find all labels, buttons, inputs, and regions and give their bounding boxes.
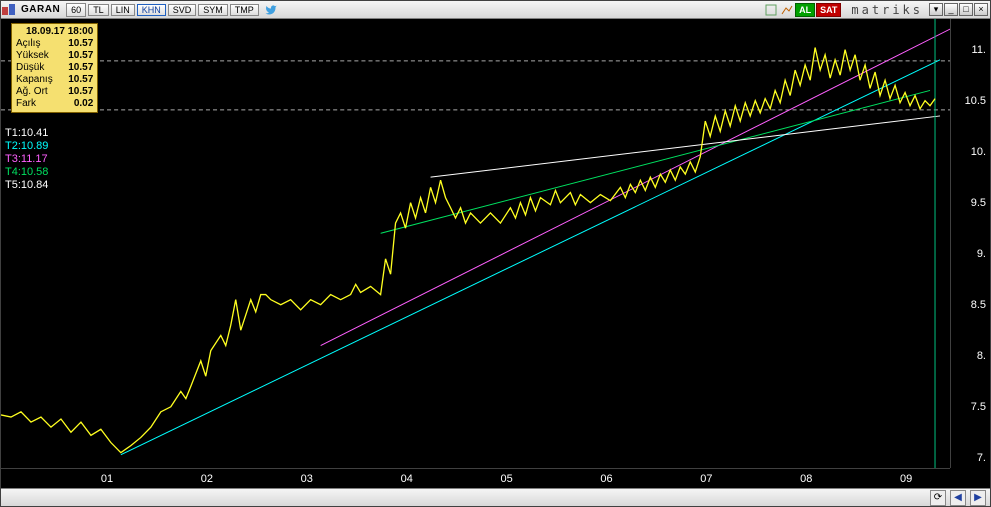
close-button[interactable]: × — [974, 3, 988, 16]
y-tick-label: 11. — [972, 44, 986, 56]
x-tick-label: 06 — [600, 473, 612, 485]
nav-right-icon[interactable]: ▶ — [970, 490, 986, 506]
trend-label: T4:10.58 — [5, 166, 48, 179]
minimize-button[interactable]: _ — [944, 3, 958, 16]
mode-button-tmp[interactable]: TMP — [230, 4, 259, 16]
info-value: 10.57 — [68, 86, 93, 98]
brand-label: matriks — [841, 3, 929, 17]
info-value: 0.02 — [74, 98, 93, 110]
sell-button[interactable]: SAT — [816, 3, 841, 17]
x-tick-label: 09 — [900, 473, 912, 485]
info-label: Yüksek — [16, 50, 49, 62]
info-timestamp: 18.09.17 18:00 — [26, 26, 93, 38]
mode-button-svd[interactable]: SVD — [168, 4, 197, 16]
trend-labels: T1:10.41T2:10.89T3:11.17T4:10.58T5:10.84 — [5, 127, 48, 192]
plot-region[interactable]: 18.09.17 18:00 Açılış10.57Yüksek10.57Düş… — [1, 19, 950, 468]
chart-window: GARAN 60 TLLINKHNSVDSYMTMP AL SAT matrik… — [0, 0, 991, 507]
info-value: 10.57 — [68, 38, 93, 50]
mode-button-sym[interactable]: SYM — [198, 4, 228, 16]
info-value: 10.57 — [68, 62, 93, 74]
info-row: Kapanış 10.57 — [16, 74, 93, 86]
dropdown-button[interactable]: ▾ — [929, 3, 943, 16]
nav-left-icon[interactable]: ◀ — [950, 490, 966, 506]
mode-button-lin[interactable]: LIN — [111, 4, 135, 16]
y-axis: 7. 7.5 8. 8.5 9. 9.5 10. 10.5 11. — [950, 19, 990, 468]
info-label: Açılış — [16, 38, 40, 50]
x-axis: 01 02 03 04 05 06 07 08 09 — [1, 468, 950, 488]
symbol-name: GARAN — [17, 4, 64, 15]
trend-label: T3:11.17 — [5, 153, 48, 166]
info-row: Ağ. Ort 10.57 — [16, 86, 93, 98]
toolbar: GARAN 60 TLLINKHNSVDSYMTMP AL SAT matrik… — [1, 1, 990, 19]
trend-label: T5:10.84 — [5, 179, 48, 192]
x-tick-label: 01 — [101, 473, 113, 485]
info-row: Açılış 10.57 — [16, 38, 93, 50]
tool-icon-2[interactable] — [779, 2, 795, 18]
info-value: 10.57 — [68, 74, 93, 86]
trend-label: T1:10.41 — [5, 127, 48, 140]
x-tick-label: 02 — [201, 473, 213, 485]
info-label: Düşük — [16, 62, 44, 74]
info-label: Ağ. Ort — [16, 86, 48, 98]
y-tick-label: 9.5 — [971, 197, 986, 209]
y-tick-label: 10.5 — [965, 95, 986, 107]
info-row: Yüksek 10.57 — [16, 50, 93, 62]
info-label: Kapanış — [16, 74, 53, 86]
chart-svg — [1, 19, 950, 468]
ohlc-info-box: 18.09.17 18:00 Açılış10.57Yüksek10.57Düş… — [11, 23, 98, 113]
footer: ⟳ ◀ ▶ — [1, 488, 990, 506]
logo-icon — [1, 2, 17, 18]
interval-button[interactable]: 60 — [66, 3, 86, 17]
y-tick-label: 7.5 — [971, 401, 986, 413]
chart-area: 18.09.17 18:00 Açılış10.57Yüksek10.57Düş… — [1, 19, 990, 488]
buy-button[interactable]: AL — [795, 3, 815, 17]
trend-label: T2:10.89 — [5, 140, 48, 153]
x-tick-label: 04 — [401, 473, 413, 485]
info-value: 10.57 — [68, 50, 93, 62]
refresh-icon[interactable]: ⟳ — [930, 490, 946, 506]
twitter-icon[interactable] — [263, 2, 279, 18]
info-label: Fark — [16, 98, 36, 110]
maximize-button[interactable]: □ — [959, 3, 973, 16]
x-tick-label: 08 — [800, 473, 812, 485]
x-tick-label: 07 — [700, 473, 712, 485]
y-tick-label: 8. — [977, 350, 986, 362]
y-tick-label: 10. — [971, 146, 986, 158]
mode-button-khn[interactable]: KHN — [137, 4, 166, 16]
mode-button-tl[interactable]: TL — [88, 4, 109, 16]
x-tick-label: 05 — [500, 473, 512, 485]
info-row: Düşük 10.57 — [16, 62, 93, 74]
y-tick-label: 8.5 — [971, 299, 986, 311]
info-row: Fark 0.02 — [16, 98, 93, 110]
tool-icon-1[interactable] — [763, 2, 779, 18]
y-tick-label: 7. — [977, 452, 986, 464]
x-tick-label: 03 — [301, 473, 313, 485]
y-tick-label: 9. — [977, 248, 986, 260]
